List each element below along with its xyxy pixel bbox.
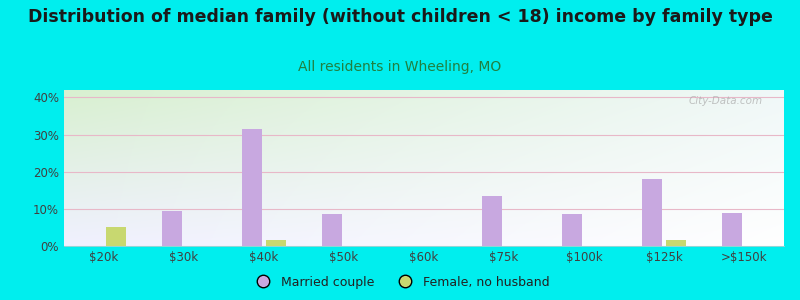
Text: City-Data.com: City-Data.com <box>688 96 762 106</box>
Bar <box>242 129 262 246</box>
Bar <box>562 214 582 246</box>
Bar <box>482 196 502 246</box>
Bar <box>106 227 126 246</box>
Bar <box>162 211 182 246</box>
Legend: Married couple, Female, no husband: Married couple, Female, no husband <box>246 271 554 294</box>
Text: All residents in Wheeling, MO: All residents in Wheeling, MO <box>298 60 502 74</box>
Bar <box>642 179 662 246</box>
Bar <box>266 240 286 246</box>
Bar <box>666 240 686 246</box>
Text: Distribution of median family (without children < 18) income by family type: Distribution of median family (without c… <box>27 8 773 26</box>
Bar <box>722 213 742 246</box>
Bar <box>322 214 342 246</box>
